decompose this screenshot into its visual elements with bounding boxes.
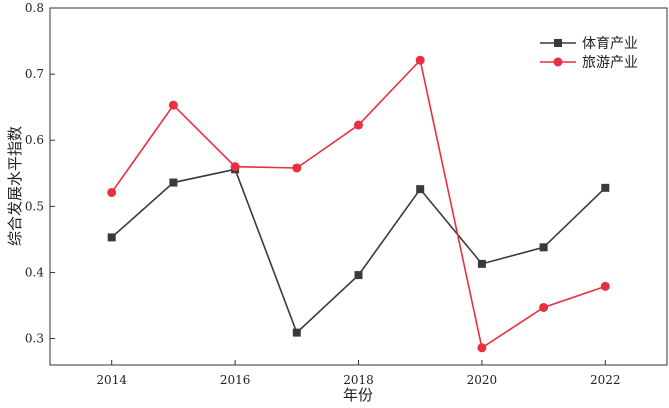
series-line-0 (111, 168, 606, 335)
y-tick-label-3: 0.6 (25, 133, 44, 147)
series-line-1 (111, 58, 606, 350)
x-tick-label-1: 2016 (220, 373, 251, 387)
data-point-s1-2022 (600, 281, 610, 291)
y-tick-label-5: 0.8 (25, 1, 44, 15)
x-tick-label-0: 2014 (96, 373, 127, 387)
data-point-s1-2020 (477, 343, 487, 353)
y-axis: 0.3 0.4 0.5 0.6 0.7 0.8 (25, 1, 55, 346)
y-tick-label-4: 0.7 (25, 67, 44, 81)
data-point-s0-2020 (477, 259, 486, 268)
series-layer (107, 55, 610, 353)
data-point-s0-2015 (169, 178, 178, 187)
data-point-s1-2016 (230, 162, 240, 172)
legend-marker-tourism (553, 57, 563, 67)
data-point-s0-2018 (354, 271, 363, 280)
y-tick-label-0: 0.3 (25, 332, 44, 346)
data-point-s1-2014 (107, 187, 117, 197)
x-axis: 2014 2016 2018 2020 2022 (96, 360, 621, 387)
data-point-s0-2019 (416, 185, 425, 194)
data-point-s0-2021 (539, 243, 548, 252)
data-point-s1-2018 (354, 120, 363, 130)
legend-marker-sports (554, 39, 562, 47)
x-tick-label-2: 2018 (343, 373, 374, 387)
data-point-s1-2015 (168, 100, 178, 110)
legend: 体育产业 旅游产业 (540, 36, 638, 71)
legend-label-tourism: 旅游产业 (582, 55, 638, 71)
legend-label-sports: 体育产业 (582, 36, 638, 52)
y-axis-title: 综合发展水平指数 (6, 126, 24, 246)
y-tick-label-1: 0.4 (25, 265, 44, 279)
data-point-s1-2017 (292, 163, 302, 173)
data-point-s0-2022 (601, 183, 610, 192)
data-point-s0-2014 (107, 233, 116, 242)
data-point-s1-2019 (415, 55, 425, 65)
data-point-s1-2021 (539, 302, 549, 312)
x-axis-title: 年份 (343, 386, 373, 404)
y-tick-label-2: 0.5 (25, 199, 44, 213)
x-tick-label-3: 2020 (467, 373, 498, 387)
x-tick-label-4: 2022 (590, 373, 621, 387)
data-point-s0-2017 (292, 328, 301, 337)
